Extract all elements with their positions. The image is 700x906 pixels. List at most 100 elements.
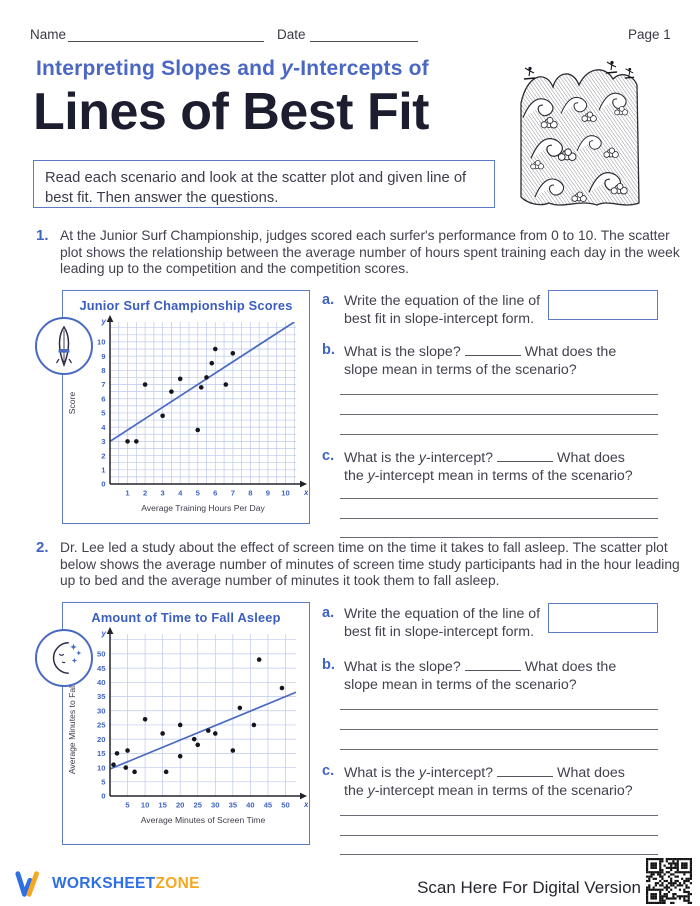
svg-text:9: 9 <box>101 352 105 361</box>
y-intercept-meaning-text-2: -intercept mean in terms of the scenario… <box>374 783 633 799</box>
scan-here-text: Scan Here For Digital Version <box>417 878 641 897</box>
sub-question-a-text: Write the equation of the line of best f… <box>344 606 541 640</box>
y-intercept-meaning-text-2: -intercept mean in terms of the scenario… <box>374 468 633 484</box>
svg-text:Average Minutes of Screen Time: Average Minutes of Screen Time <box>141 815 266 825</box>
svg-text:35: 35 <box>97 692 106 701</box>
y-intercept-meaning-text: What does the <box>344 765 625 799</box>
svg-text:30: 30 <box>211 801 219 810</box>
answer-line[interactable] <box>340 506 658 519</box>
svg-text:1: 1 <box>101 465 106 474</box>
svg-text:10: 10 <box>141 801 149 810</box>
answer-line[interactable] <box>340 717 658 730</box>
question-2-number: 2. <box>36 539 49 556</box>
y-intercept-question-text: What is the <box>344 450 419 466</box>
qr-code <box>646 858 692 904</box>
wave-illustration <box>515 57 645 216</box>
answer-line[interactable] <box>340 486 658 499</box>
answer-line[interactable] <box>340 382 658 395</box>
answer-line[interactable] <box>340 737 658 750</box>
answer-line[interactable] <box>340 823 658 836</box>
svg-text:20: 20 <box>176 801 184 810</box>
worksheet-title: Lines of Best Fit <box>33 83 429 141</box>
sub-question-c-label: c. <box>322 763 335 779</box>
date-write-line[interactable] <box>310 27 418 42</box>
answer-line[interactable] <box>340 422 658 435</box>
question-1-subquestions: a. Write the equation of the line of bes… <box>322 290 658 540</box>
equation-answer-box[interactable] <box>548 290 658 320</box>
question-1-prompt: At the Junior Surf Championship, judges … <box>60 228 680 276</box>
svg-text:4: 4 <box>178 489 183 498</box>
italic-y: y <box>418 765 427 781</box>
y-intercept-answer-blank[interactable] <box>497 448 554 462</box>
svg-text:5: 5 <box>101 777 106 786</box>
svg-text:15: 15 <box>158 801 167 810</box>
svg-text:3: 3 <box>161 489 165 498</box>
answer-line[interactable] <box>340 525 658 538</box>
svg-text:45: 45 <box>264 801 273 810</box>
question-1-number: 1. <box>36 227 49 244</box>
svg-text:40: 40 <box>246 801 254 810</box>
svg-text:7: 7 <box>231 489 235 498</box>
sub-question-a-label: a. <box>322 605 335 621</box>
answer-line[interactable] <box>340 803 658 816</box>
svg-text:1: 1 <box>125 489 130 498</box>
svg-text:10: 10 <box>281 489 289 498</box>
worksheet-subtitle: Interpreting Slopes and y-Intercepts of <box>36 57 429 81</box>
svg-text:0: 0 <box>101 792 105 801</box>
svg-text:6: 6 <box>213 489 217 498</box>
sub-question-b-label: b. <box>322 657 335 673</box>
svg-text:15: 15 <box>97 749 106 758</box>
brand-worksheet: WORKSHEET <box>52 875 156 892</box>
svg-text:7: 7 <box>101 380 105 389</box>
brand-zone: ZONE <box>155 875 200 892</box>
scatter-plot-card-2: Amount of Time to Fall Asleep y x 5 10 15 20 2… <box>35 602 310 845</box>
date-label: Date <box>277 27 306 42</box>
y-intercept-question-text: What is the <box>344 765 419 781</box>
scatter-chart-1: y x 1 2 3 4 5 6 7 8 9 10 0 1 2 3 4 5 6 7 8 9 10 Average Trainin… <box>67 315 308 513</box>
slope-meaning-text: What does the slope mean in terms of the… <box>344 659 617 693</box>
surfboard-icon <box>35 317 93 375</box>
svg-text:2: 2 <box>143 489 147 498</box>
sub-question-b-text: What is the slope? What does the slope me… <box>344 342 646 379</box>
sub-question-b-text: What is the slope? What does the slope me… <box>344 657 646 694</box>
svg-text:9: 9 <box>266 489 270 498</box>
equation-answer-box[interactable] <box>548 603 658 633</box>
italic-y: y <box>367 783 375 799</box>
italic-y: y <box>367 468 375 484</box>
slope-answer-blank[interactable] <box>464 342 521 356</box>
page-number: Page 1 <box>628 27 671 42</box>
subtitle-text-2: -Intercepts of <box>293 57 429 80</box>
svg-text:x: x <box>303 800 308 809</box>
svg-text:10: 10 <box>97 763 105 772</box>
answer-line[interactable] <box>340 697 658 710</box>
slope-meaning-text: What does the slope mean in terms of the… <box>344 344 617 378</box>
subtitle-italic-y: y <box>281 57 294 80</box>
svg-text:30: 30 <box>97 706 105 715</box>
y-intercept-answer-blank[interactable] <box>497 763 554 777</box>
subtitle-text: Interpreting Slopes and <box>36 57 282 80</box>
chart-2-title: Amount of Time to Fall Asleep <box>91 610 281 625</box>
svg-text:20: 20 <box>97 735 105 744</box>
svg-text:6: 6 <box>101 394 105 403</box>
brand-name: WORKSHEETZONE <box>52 875 200 893</box>
svg-text:Average Training Hours Per Day: Average Training Hours Per Day <box>141 503 265 513</box>
chart-1-title: Junior Surf Championship Scores <box>79 298 293 313</box>
svg-text:10: 10 <box>97 338 105 347</box>
svg-text:5: 5 <box>125 801 130 810</box>
answer-line[interactable] <box>340 842 658 855</box>
y-intercept-meaning-text: What does the <box>344 450 625 484</box>
slope-answer-blank[interactable] <box>464 657 521 671</box>
sub-question-a-label: a. <box>322 292 335 308</box>
slope-question-text: What is the slope? <box>344 659 461 675</box>
svg-text:2: 2 <box>101 451 105 460</box>
sub-question-c-text: What is the y-intercept? What does the y-… <box>344 763 646 800</box>
svg-text:5: 5 <box>196 489 201 498</box>
svg-text:Average Minutes to Fall Asleep: Average Minutes to Fall Asleep <box>67 656 77 775</box>
svg-text:5: 5 <box>101 409 106 418</box>
svg-text:0: 0 <box>101 480 105 489</box>
moon-icon <box>35 629 93 687</box>
svg-text:50: 50 <box>97 650 105 659</box>
answer-line[interactable] <box>340 402 658 415</box>
name-write-line[interactable] <box>68 27 264 42</box>
